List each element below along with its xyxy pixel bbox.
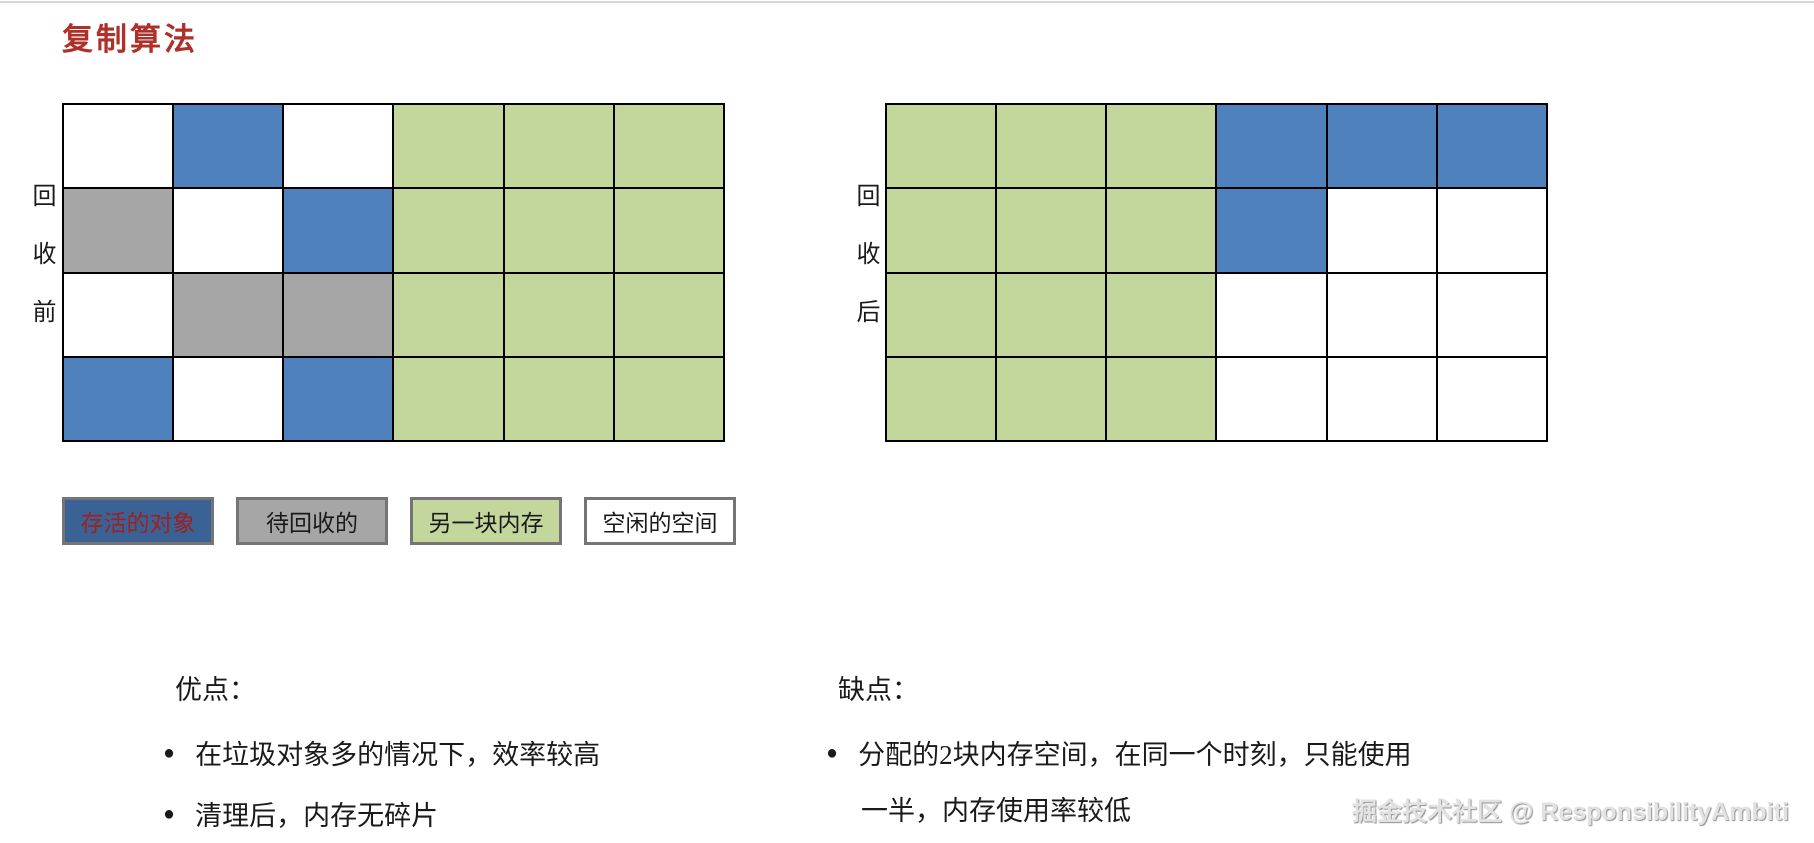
- bullet-icon: ●: [163, 741, 175, 764]
- legend-live-objects-label: 存活的对象: [80, 511, 196, 536]
- pros-item-1-text: 在垃圾对象多的情况下，效率较高: [195, 740, 601, 770]
- memory-cell-free: [1326, 188, 1437, 273]
- memory-cell-free: [63, 272, 174, 357]
- memory-cell-free: [173, 356, 284, 441]
- cons-item-1-line-2-text: 一半，内存使用率较低: [861, 796, 1131, 826]
- cons-item-1-line-1: ● 分配的2块内存空间，在同一个时刻，只能使用: [826, 733, 1412, 772]
- memory-cell-other: [393, 104, 504, 189]
- memory-cell-other: [503, 188, 614, 273]
- bullet-icon: ●: [163, 802, 175, 825]
- cons-item-1-line-1-text: 分配的2块内存空间，在同一个时刻，只能使用: [858, 740, 1412, 770]
- memory-cell-free: [1436, 356, 1547, 441]
- memory-cell-free: [283, 104, 394, 189]
- memory-cell-other: [996, 272, 1107, 357]
- memory-grid-before: [62, 103, 725, 442]
- memory-grid-after: [885, 103, 1548, 442]
- cons-item-1-line-2: 一半，内存使用率较低: [861, 789, 1131, 828]
- memory-cell-other: [613, 188, 724, 273]
- memory-cell-other: [886, 188, 997, 273]
- page-title: 复制算法: [62, 22, 198, 57]
- memory-cell-other: [503, 272, 614, 357]
- grid-after-label: 回收后: [852, 183, 878, 357]
- memory-cell-other: [393, 356, 504, 441]
- memory-cell-live: [283, 356, 394, 441]
- memory-cell-free: [1436, 272, 1547, 357]
- memory-cell-other: [393, 188, 504, 273]
- memory-cell-garbage: [283, 272, 394, 357]
- memory-cell-free: [63, 104, 174, 189]
- memory-cell-other: [886, 104, 997, 189]
- memory-cell-other: [503, 104, 614, 189]
- memory-cell-live: [63, 356, 174, 441]
- memory-cell-live: [1216, 188, 1327, 273]
- memory-cell-other: [1106, 104, 1217, 189]
- memory-cell-free: [1326, 272, 1437, 357]
- memory-cell-other: [996, 188, 1107, 273]
- legend-other-memory-block-label: 另一块内存: [428, 511, 544, 536]
- memory-cell-live: [283, 188, 394, 273]
- memory-cell-live: [1326, 104, 1437, 189]
- grid-before-label: 回收前: [28, 183, 54, 357]
- memory-cell-other: [996, 356, 1107, 441]
- legend-to-be-collected-label: 待回收的: [266, 511, 358, 536]
- memory-cell-other: [613, 104, 724, 189]
- memory-cell-other: [503, 356, 614, 441]
- cons-heading: 缺点：: [838, 675, 919, 705]
- memory-cell-live: [1436, 104, 1547, 189]
- memory-cell-free: [1216, 272, 1327, 357]
- watermark: 掘金技术社区 @ ResponsibilityAmbiti: [1352, 798, 1789, 826]
- memory-cell-other: [886, 356, 997, 441]
- legend-to-be-collected: 待回收的: [236, 497, 388, 545]
- memory-cell-other: [996, 104, 1107, 189]
- memory-cell-garbage: [63, 188, 174, 273]
- memory-cell-other: [886, 272, 997, 357]
- memory-cell-other: [1106, 272, 1217, 357]
- memory-cell-free: [173, 188, 284, 273]
- memory-cell-free: [1326, 356, 1437, 441]
- pros-item-2-text: 清理后，内存无碎片: [195, 801, 439, 831]
- memory-cell-other: [1106, 188, 1217, 273]
- legend-other-memory-block: 另一块内存: [410, 497, 562, 545]
- legend-free-space: 空闲的空间: [584, 497, 736, 545]
- legend-free-space-label: 空闲的空间: [602, 511, 718, 536]
- legend: 存活的对象 待回收的 另一块内存 空闲的空间: [62, 497, 736, 545]
- legend-live-objects: 存活的对象: [62, 497, 214, 545]
- bullet-icon: ●: [826, 741, 838, 764]
- pros-item-1: ● 在垃圾对象多的情况下，效率较高: [163, 733, 600, 772]
- memory-cell-free: [1216, 356, 1327, 441]
- memory-cell-other: [393, 272, 504, 357]
- pros-heading: 优点：: [175, 675, 256, 705]
- memory-cell-other: [613, 272, 724, 357]
- memory-cell-live: [1216, 104, 1327, 189]
- memory-cell-free: [1436, 188, 1547, 273]
- memory-cell-other: [1106, 356, 1217, 441]
- memory-cell-live: [173, 104, 284, 189]
- memory-cell-garbage: [173, 272, 284, 357]
- memory-cell-other: [613, 356, 724, 441]
- pros-item-2: ● 清理后，内存无碎片: [163, 794, 438, 833]
- top-divider: [0, 1, 1814, 3]
